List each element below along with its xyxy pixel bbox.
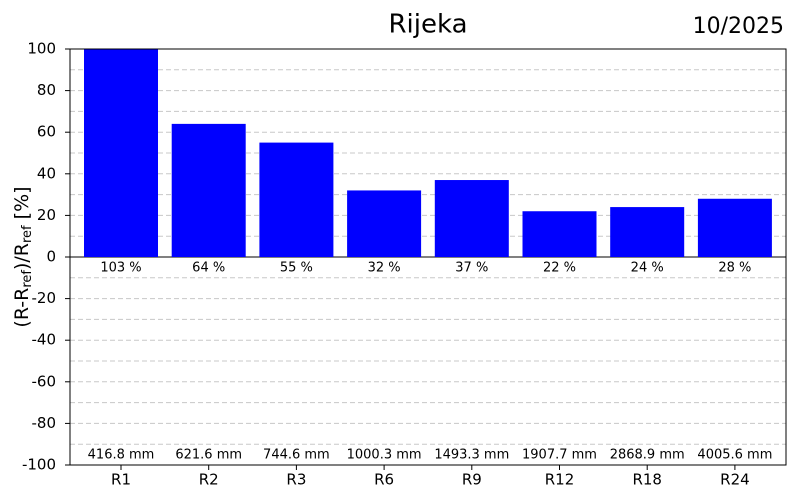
annotation: 4005.6 mm xyxy=(697,448,772,463)
x-tick-label: R12 xyxy=(545,471,575,489)
annotation: 2868.9 mm xyxy=(610,448,685,463)
bar xyxy=(434,180,509,257)
annotation: 1493.3 mm xyxy=(434,448,509,463)
y-tick-label: -100 xyxy=(22,456,56,474)
x-tick-label: R18 xyxy=(632,471,662,489)
x-tick-label: R9 xyxy=(462,471,482,489)
value-label: 103 % xyxy=(100,261,141,276)
y-tick-label: -40 xyxy=(32,331,57,349)
x-tick-label: R1 xyxy=(111,471,131,489)
y-axis-label: (R-Rref)/Rref [%] xyxy=(11,186,35,327)
bar xyxy=(259,142,334,257)
value-label: 32 % xyxy=(368,261,401,276)
y-tick-label: -60 xyxy=(32,372,57,390)
chart-title: Rijeka xyxy=(388,10,467,40)
y-label-sub: ref xyxy=(20,270,35,288)
y-tick-label: 0 xyxy=(46,248,56,266)
x-tick-label: R3 xyxy=(286,471,306,489)
y-tick-label: 20 xyxy=(37,206,56,224)
bar xyxy=(171,123,246,257)
annotation: 1907.7 mm xyxy=(522,448,597,463)
annotation: 1000.3 mm xyxy=(347,448,422,463)
y-tick-label: -80 xyxy=(32,414,57,432)
plot-frame xyxy=(69,48,787,466)
labels: -100 -80 -60 -40 -20 0 20 40 60 80 100 103 % 416.8 m… xyxy=(22,40,772,489)
y-tick-label: 80 xyxy=(37,81,56,99)
y-tick-label: 60 xyxy=(37,123,56,141)
value-label: 55 % xyxy=(280,261,313,276)
y-tick-label: 100 xyxy=(27,40,56,58)
y-tick-label: 40 xyxy=(37,164,56,182)
bar xyxy=(610,207,685,257)
annotation: 621.6 mm xyxy=(175,448,242,463)
x-tick-label: R24 xyxy=(720,471,750,489)
value-label: 64 % xyxy=(192,261,225,276)
x-tick-label: R6 xyxy=(374,471,394,489)
bar xyxy=(522,211,597,257)
y-label-part: )/R xyxy=(11,243,33,270)
chart-date: 10/2025 xyxy=(693,14,784,39)
y-tick-label: -20 xyxy=(32,289,57,307)
y-label-part: (R-R xyxy=(11,288,33,328)
bar xyxy=(347,190,422,257)
value-label: 24 % xyxy=(631,261,664,276)
value-label: 22 % xyxy=(543,261,576,276)
bar xyxy=(697,198,772,257)
x-tick-label: R2 xyxy=(199,471,219,489)
y-label-part: [%] xyxy=(11,186,33,225)
annotation: 416.8 mm xyxy=(88,448,155,463)
y-label-sub: ref xyxy=(20,225,35,243)
annotation: 744.6 mm xyxy=(263,448,330,463)
value-label: 28 % xyxy=(718,261,751,276)
bar xyxy=(84,49,158,258)
bars xyxy=(84,49,772,258)
value-label: 37 % xyxy=(455,261,488,276)
